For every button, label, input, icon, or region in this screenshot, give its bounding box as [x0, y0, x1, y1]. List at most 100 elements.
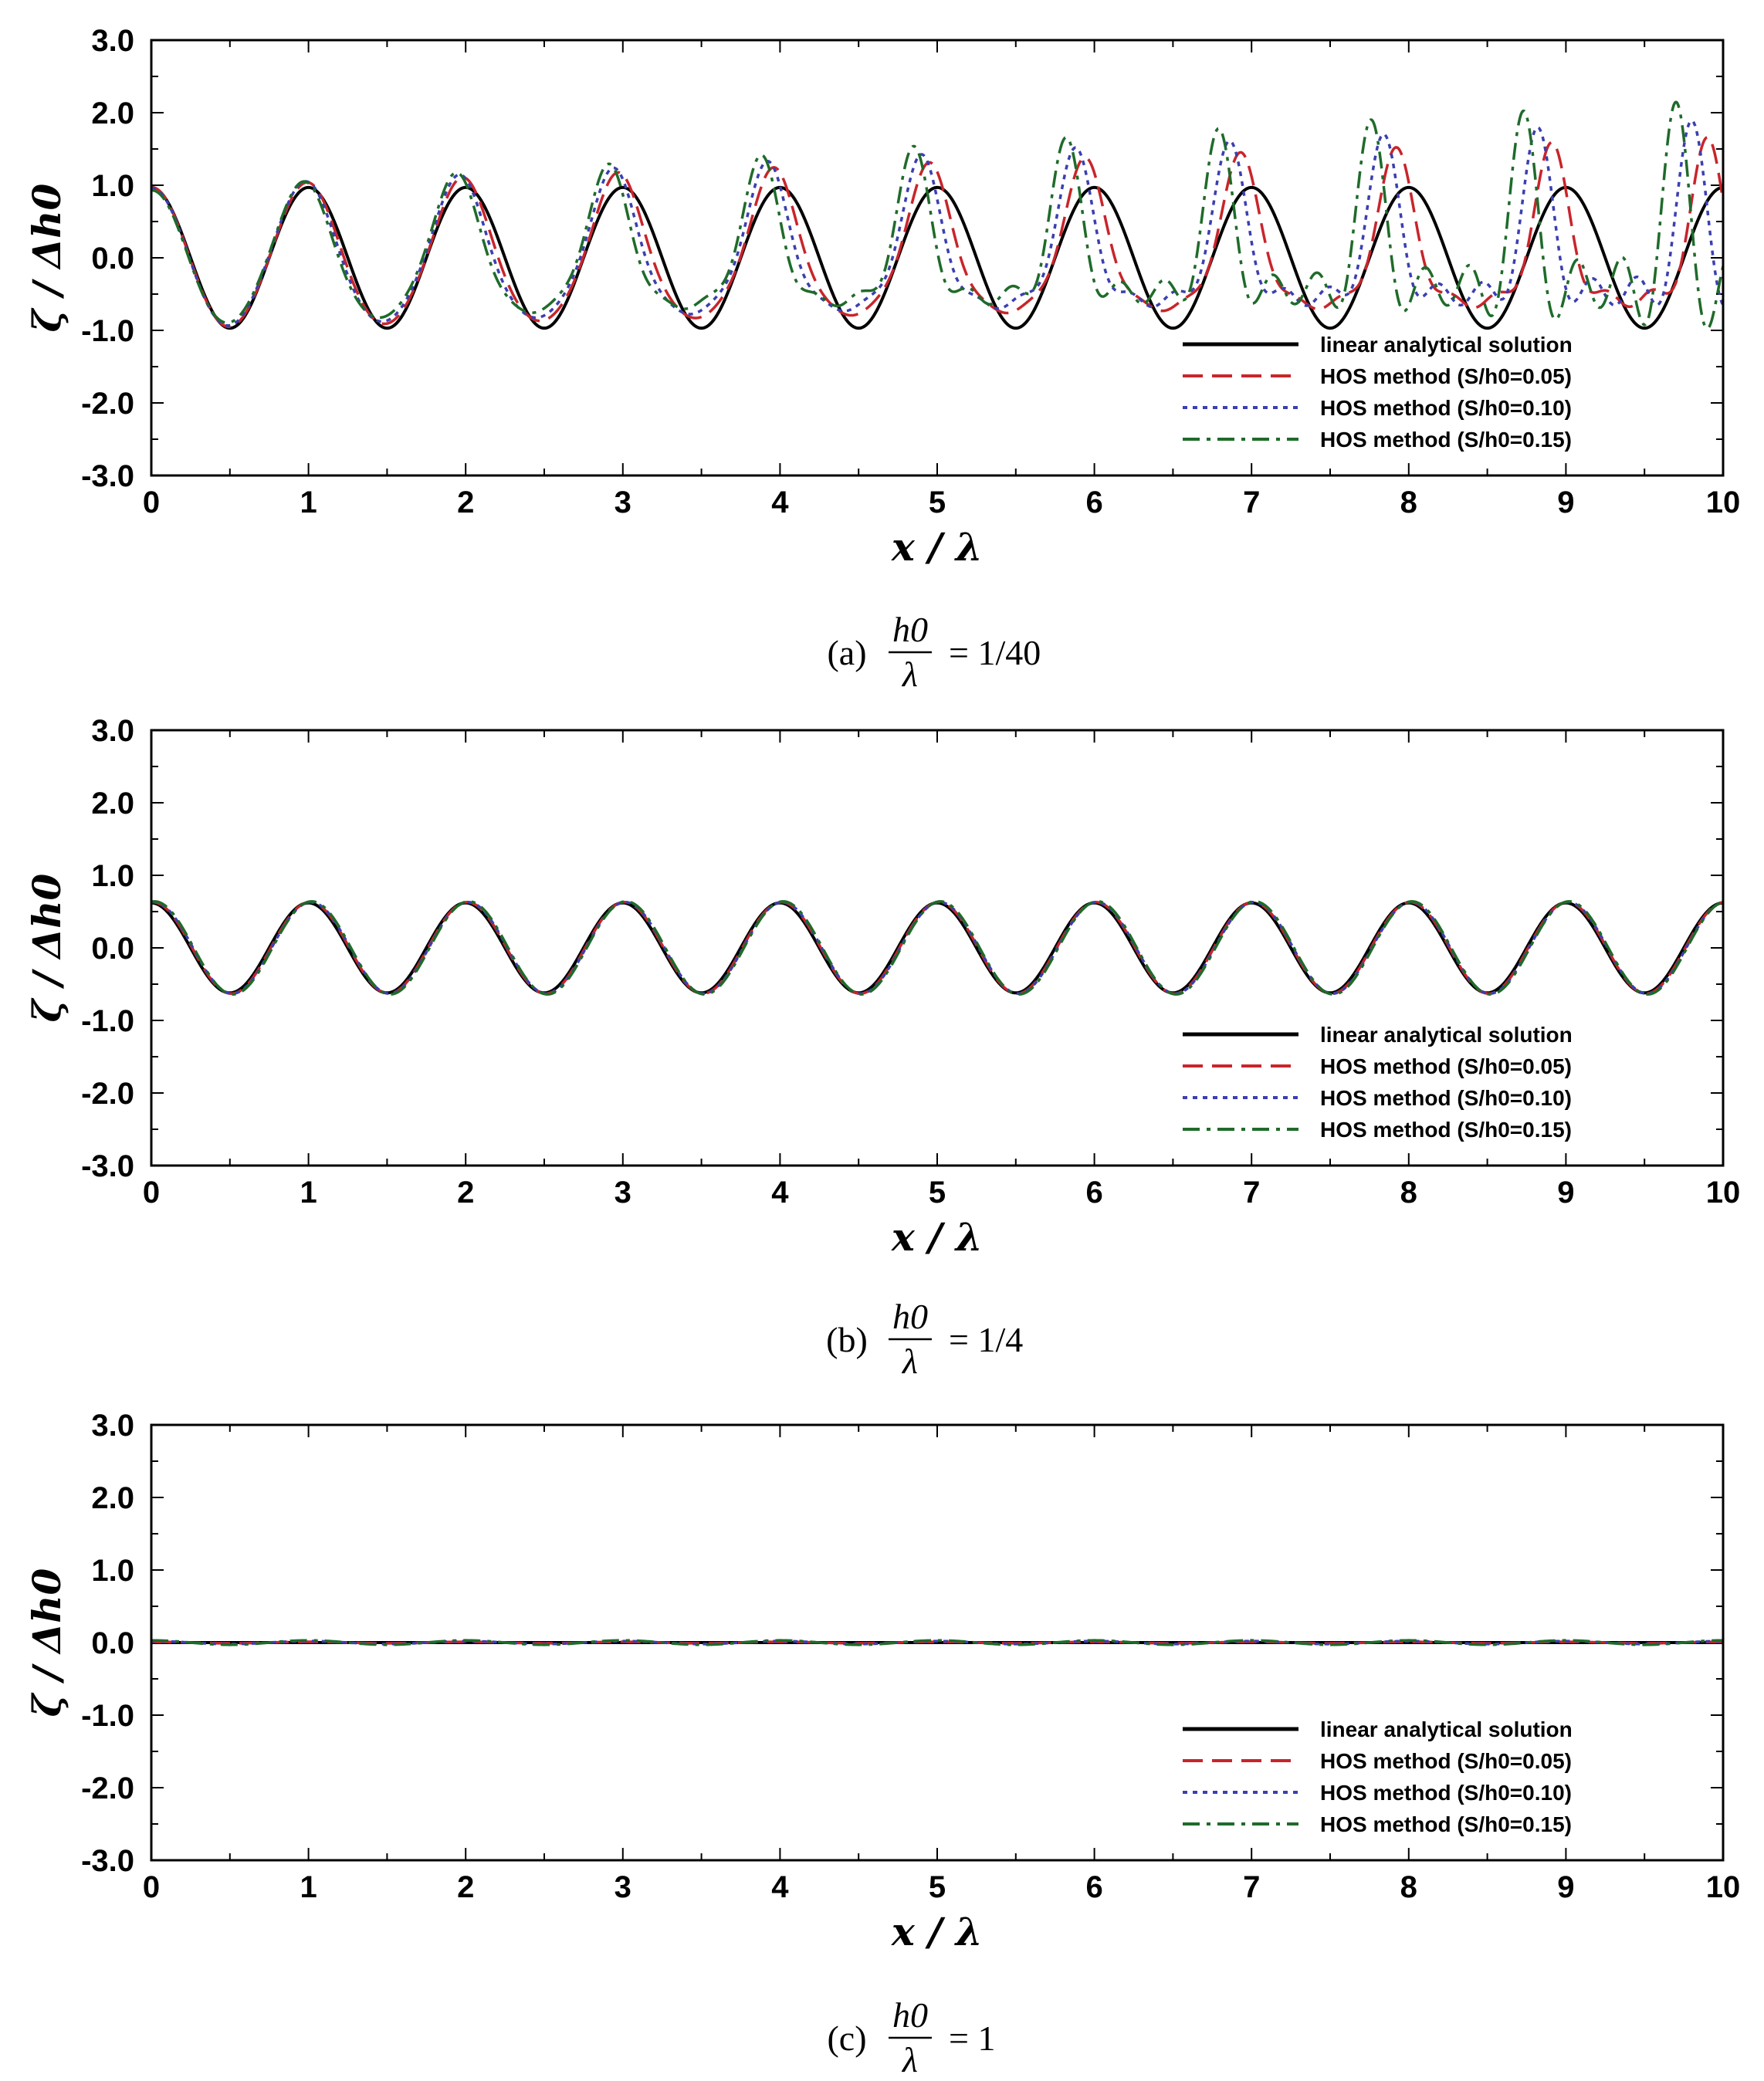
legend-label-2: HOS method (S/h0=0.05): [1320, 1054, 1572, 1078]
caption-prefix: (a): [827, 633, 866, 672]
y-tick-label: -3.0: [81, 1149, 134, 1183]
y-tick-label: -3.0: [81, 459, 134, 493]
y-axis-label: ζ / Δh0: [24, 1568, 69, 1717]
series-line-1: [151, 901, 1723, 995]
y-tick-label: 2.0: [91, 96, 134, 130]
x-tick-label: 7: [1243, 1870, 1260, 1904]
x-tick-label: 6: [1085, 486, 1102, 519]
legend-label-2: HOS method (S/h0=0.05): [1320, 1749, 1572, 1773]
x-tick-label: 6: [1085, 1176, 1102, 1210]
y-tick-label: -2.0: [81, 1077, 134, 1111]
series-group: [151, 1639, 1723, 1646]
y-tick-label: -1.0: [81, 1699, 134, 1733]
x-tick-label: 0: [143, 1870, 160, 1904]
plot-frame: [150, 729, 1725, 1167]
x-tick-label: 5: [929, 1176, 946, 1210]
y-tick-label: 2.0: [91, 1481, 134, 1515]
series-line-3: [151, 901, 1723, 995]
x-tick-label: 8: [1400, 1176, 1417, 1210]
x-tick-label: 9: [1557, 486, 1574, 519]
y-tick-label: 1.0: [91, 169, 134, 203]
x-tick-label: 2: [457, 1870, 474, 1904]
plot-frame: [150, 39, 1725, 477]
caption-numerator: h0: [892, 1297, 928, 1336]
series-line-4: [151, 1639, 1723, 1646]
chart-panel-3: 3.0 2.0 1.0 0.0 -1.0 -2.0 -3.0 0 1 2 3 4 5 6 7 8 9 10 ζ / …: [24, 1409, 1740, 2079]
series-line-2: [151, 901, 1723, 995]
y-tick-label: 0.0: [91, 1626, 134, 1660]
panel-caption: (a) h0 λ = 1/40: [827, 610, 1041, 694]
x-tick-label: 9: [1557, 1870, 1574, 1904]
x-tick-label: 2: [457, 486, 474, 519]
legend-label-2: HOS method (S/h0=0.05): [1320, 364, 1572, 388]
series-line-2: [151, 136, 1723, 329]
legend-label-4: HOS method (S/h0=0.15): [1320, 1118, 1572, 1142]
legend-label-4: HOS method (S/h0=0.15): [1320, 428, 1572, 452]
y-tick-label: -3.0: [81, 1844, 134, 1878]
x-tick-label: 5: [929, 486, 946, 519]
plot-frame: [150, 1423, 1725, 1862]
y-tick-label: -1.0: [81, 1004, 134, 1038]
x-tick-label: 4: [771, 1176, 789, 1210]
x-tick-label: 3: [615, 1176, 631, 1210]
x-tick-label: 4: [771, 486, 789, 519]
legend-label-4: HOS method (S/h0=0.15): [1320, 1812, 1572, 1836]
x-tick-label: 3: [615, 486, 631, 519]
x-tick-label: 4: [771, 1870, 789, 1904]
legend-label-1: linear analytical solution: [1320, 333, 1573, 357]
y-tick-label: 2.0: [91, 787, 134, 821]
caption-denominator: λ: [901, 1342, 918, 1381]
caption-value: = 1: [949, 2018, 995, 2058]
caption-numerator: h0: [892, 1995, 928, 2035]
series-group: [151, 100, 1723, 330]
series-line-3: [151, 119, 1723, 327]
x-tick-label: 1: [300, 486, 317, 519]
x-tick-label: 7: [1243, 486, 1260, 519]
x-tick-label: 1: [300, 1870, 317, 1904]
series-line-3: [151, 1639, 1723, 1646]
caption-value: = 1/4: [949, 1320, 1023, 1359]
x-tick-label: 3: [615, 1870, 631, 1904]
x-tick-label: 2: [457, 1176, 474, 1210]
y-tick-label: 0.0: [91, 932, 134, 966]
x-axis-label: x / λ: [891, 1909, 983, 1954]
y-tick-label: -1.0: [81, 314, 134, 348]
y-tick-label: 1.0: [91, 859, 134, 893]
x-tick-label: 8: [1400, 486, 1417, 519]
y-tick-label: 3.0: [91, 714, 134, 748]
x-tick-label: 9: [1557, 1176, 1574, 1210]
y-axis-label: ζ / Δh0: [24, 183, 69, 332]
panel-caption: (c) h0 λ = 1: [827, 1995, 995, 2079]
legend: linear analytical solution HOS method (S/…: [1183, 1717, 1573, 1836]
x-axis-label: x / λ: [891, 1214, 983, 1260]
y-tick-label: 3.0: [91, 1409, 134, 1443]
x-tick-label: 10: [1706, 486, 1741, 519]
caption-numerator: h0: [892, 610, 928, 649]
x-tick-label: 5: [929, 1870, 946, 1904]
legend: linear analytical solution HOS method (S/…: [1183, 1023, 1573, 1142]
legend-label-3: HOS method (S/h0=0.10): [1320, 1781, 1572, 1805]
x-tick-label: 7: [1243, 1176, 1260, 1210]
x-tick-label: 0: [143, 486, 160, 519]
legend: linear analytical solution HOS method (S/…: [1183, 333, 1573, 452]
panel-caption: (b) h0 λ = 1/4: [826, 1297, 1023, 1381]
y-tick-label: -2.0: [81, 387, 134, 421]
legend-label-3: HOS method (S/h0=0.10): [1320, 1086, 1572, 1110]
x-tick-label: 10: [1706, 1870, 1741, 1904]
series-group: [151, 900, 1723, 996]
y-tick-label: -2.0: [81, 1771, 134, 1805]
chart-panel-1: 3.0 2.0 1.0 0.0 -1.0 -2.0 -3.0 0 1 2 3 4 5 6 7 8 9 10 ζ / …: [24, 24, 1740, 694]
x-tick-label: 8: [1400, 1870, 1417, 1904]
y-tick-label: 1.0: [91, 1554, 134, 1588]
series-line-1: [151, 185, 1723, 330]
x-tick-label: 6: [1085, 1870, 1102, 1904]
y-axis-label: ζ / Δh0: [24, 873, 69, 1022]
x-tick-label: 0: [143, 1176, 160, 1210]
caption-prefix: (b): [826, 1320, 868, 1359]
chart-panel-2: 3.0 2.0 1.0 0.0 -1.0 -2.0 -3.0 0 1 2 3 4 5 6 7 8 9 10 ζ / …: [24, 714, 1740, 1381]
x-tick-label: 10: [1706, 1176, 1741, 1210]
x-tick-label: 1: [300, 1176, 317, 1210]
y-tick-label: 0.0: [91, 242, 134, 276]
y-tick-label: 3.0: [91, 24, 134, 58]
